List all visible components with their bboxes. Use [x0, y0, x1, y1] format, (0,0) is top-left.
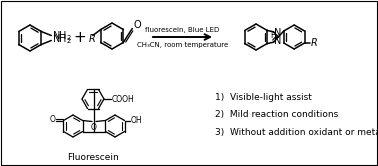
Text: N: N — [274, 36, 282, 46]
Text: NH$_2$: NH$_2$ — [52, 33, 72, 46]
Text: R: R — [88, 34, 95, 43]
Text: OH: OH — [130, 116, 142, 125]
Text: H: H — [271, 31, 276, 40]
Text: COOH: COOH — [112, 94, 135, 103]
Text: 2)  Mild reaction conditions: 2) Mild reaction conditions — [215, 111, 338, 120]
Text: O: O — [133, 20, 141, 31]
Text: 3)  Without addition oxidant or metal: 3) Without addition oxidant or metal — [215, 128, 378, 137]
Text: O: O — [50, 116, 56, 124]
Text: R: R — [311, 38, 317, 48]
Text: N: N — [274, 28, 282, 38]
Text: +: + — [74, 31, 87, 45]
Text: CH₃CN, room temperature: CH₃CN, room temperature — [137, 42, 228, 48]
Text: O: O — [91, 124, 97, 132]
Text: fluorescein, Blue LED: fluorescein, Blue LED — [146, 27, 220, 33]
Text: 1)  Visible-light assist: 1) Visible-light assist — [215, 92, 312, 101]
Text: Fluorescein: Fluorescein — [67, 154, 119, 163]
Text: NH$_2$: NH$_2$ — [52, 30, 72, 43]
